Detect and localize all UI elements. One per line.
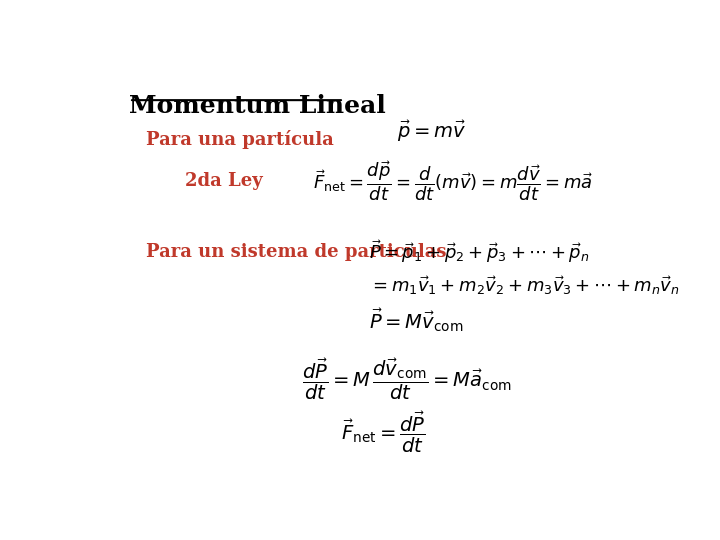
- Text: Para un sistema de particulas: Para un sistema de particulas: [145, 243, 446, 261]
- Text: $= m_1\vec{v}_1 + m_2\vec{v}_2 + m_3\vec{v}_3 + \cdots + m_n\vec{v}_n$: $= m_1\vec{v}_1 + m_2\vec{v}_2 + m_3\vec…: [369, 274, 680, 296]
- Text: $\vec{P} = \vec{p}_1 + \vec{p}_2 + \vec{p}_3 + \cdots + \vec{p}_n$: $\vec{P} = \vec{p}_1 + \vec{p}_2 + \vec{…: [369, 239, 590, 265]
- Text: $\vec{p} = m\vec{v}$: $\vec{p} = m\vec{v}$: [397, 119, 466, 144]
- Text: $\vec{P} = M\vec{v}_{\mathrm{com}}$: $\vec{P} = M\vec{v}_{\mathrm{com}}$: [369, 307, 464, 334]
- Text: $\dfrac{d\vec{P}}{dt} = M\,\dfrac{d\vec{v}_{\mathrm{com}}}{dt} = M\vec{a}_{\math: $\dfrac{d\vec{P}}{dt} = M\,\dfrac{d\vec{…: [302, 356, 512, 402]
- Text: $\vec{F}_{\mathrm{net}} = \dfrac{d\vec{p}}{dt} = \dfrac{d}{dt}\left(m\vec{v}\rig: $\vec{F}_{\mathrm{net}} = \dfrac{d\vec{p…: [313, 159, 593, 203]
- Text: Momentum Lineal: Momentum Lineal: [129, 94, 386, 118]
- Text: 2da Ley: 2da Ley: [185, 172, 263, 190]
- Text: Para una partícula: Para una partícula: [145, 130, 333, 149]
- Text: $\vec{F}_{\mathrm{net}} = \dfrac{d\vec{P}}{dt}$: $\vec{F}_{\mathrm{net}} = \dfrac{d\vec{P…: [341, 410, 426, 455]
